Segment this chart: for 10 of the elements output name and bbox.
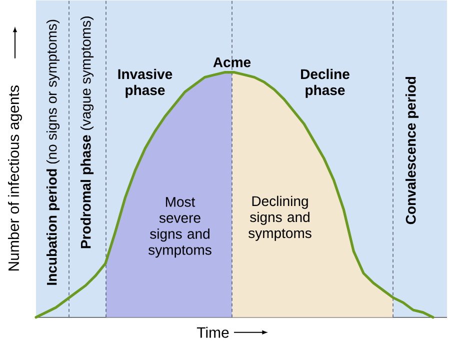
annotation: Invasive phase bbox=[118, 68, 172, 98]
annotation: Convalescence period bbox=[405, 76, 419, 224]
annotation: Prodromal phase (vague symptoms) bbox=[80, 16, 94, 248]
annotation: Most severe signs and symptoms bbox=[148, 196, 212, 258]
y-axis-title: Number of infectious agents bbox=[8, 85, 22, 270]
annotation: Incubation period (no signs or symptoms) bbox=[46, 20, 60, 285]
annotation: Decline phase bbox=[301, 68, 350, 98]
annotation: Declining signs and symptoms bbox=[248, 196, 312, 241]
x-axis-title: Time bbox=[196, 326, 229, 338]
text: Acme bbox=[213, 57, 251, 68]
